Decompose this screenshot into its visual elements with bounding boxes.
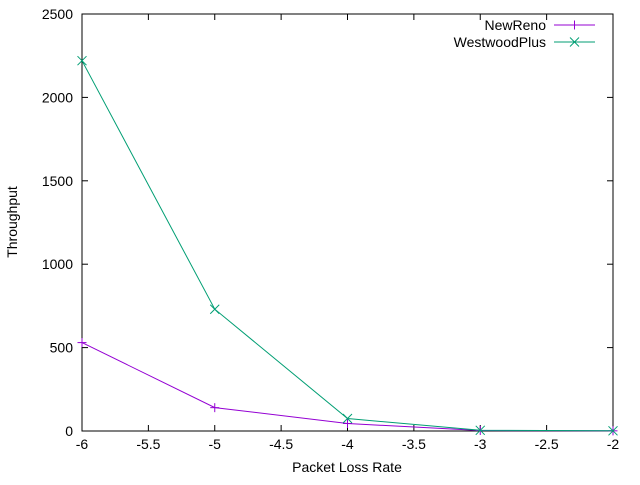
data-point-westwoodplus xyxy=(342,413,353,424)
marker-stroke xyxy=(608,425,618,436)
x-axis-label: Packet Loss Rate xyxy=(292,459,402,475)
x-axis: -6 -5.5 -5 -4.5 -4 -3.5 -3 -2.5 -2 xyxy=(76,14,620,452)
series-layer xyxy=(77,55,618,436)
x-tick-label: -5.5 xyxy=(136,436,160,452)
x-tick-label: -4 xyxy=(341,436,354,452)
y-axis: 0 500 1000 1500 2000 2500 xyxy=(42,6,613,439)
marker-stroke xyxy=(475,425,486,436)
data-point-westwoodplus xyxy=(77,55,87,66)
data-point-westwoodplus xyxy=(209,304,220,315)
y-tick-label: 1500 xyxy=(42,173,73,189)
x-tick-label: -4.5 xyxy=(269,436,293,452)
y-tick-label: 500 xyxy=(50,340,74,356)
y-tick-label: 1000 xyxy=(42,256,73,272)
x-tick-label: -3 xyxy=(474,436,487,452)
legend-marker-westwoodplus xyxy=(569,37,580,47)
x-tick-label: -6 xyxy=(76,436,89,452)
legend-marker-newreno xyxy=(570,20,579,30)
plot-frame xyxy=(81,13,614,432)
data-point-westwoodplus xyxy=(475,425,486,436)
y-axis-label: Throughput xyxy=(4,186,20,258)
legend-label-newreno: NewReno xyxy=(485,17,547,33)
data-point-newreno xyxy=(77,338,87,348)
y-tick-label: 2000 xyxy=(42,89,73,105)
y-tick-label: 0 xyxy=(65,423,73,439)
series-line-westwoodplus xyxy=(81,60,614,432)
y-tick-label: 2500 xyxy=(42,6,73,22)
x-tick-label: -3.5 xyxy=(402,436,426,452)
data-point-westwoodplus xyxy=(608,425,618,436)
legend-label-westwoodplus: WestwoodPlus xyxy=(454,34,546,50)
marker-stroke xyxy=(342,413,353,424)
series-line-newreno xyxy=(81,342,614,432)
data-point-newreno xyxy=(343,418,352,428)
marker-stroke xyxy=(77,55,87,66)
data-point-newreno xyxy=(210,403,220,413)
x-tick-label: -2 xyxy=(607,436,620,452)
marker-stroke xyxy=(569,37,580,47)
x-tick-label: -5 xyxy=(209,436,222,452)
marker-stroke xyxy=(209,304,220,315)
x-tick-label: -2.5 xyxy=(535,436,559,452)
